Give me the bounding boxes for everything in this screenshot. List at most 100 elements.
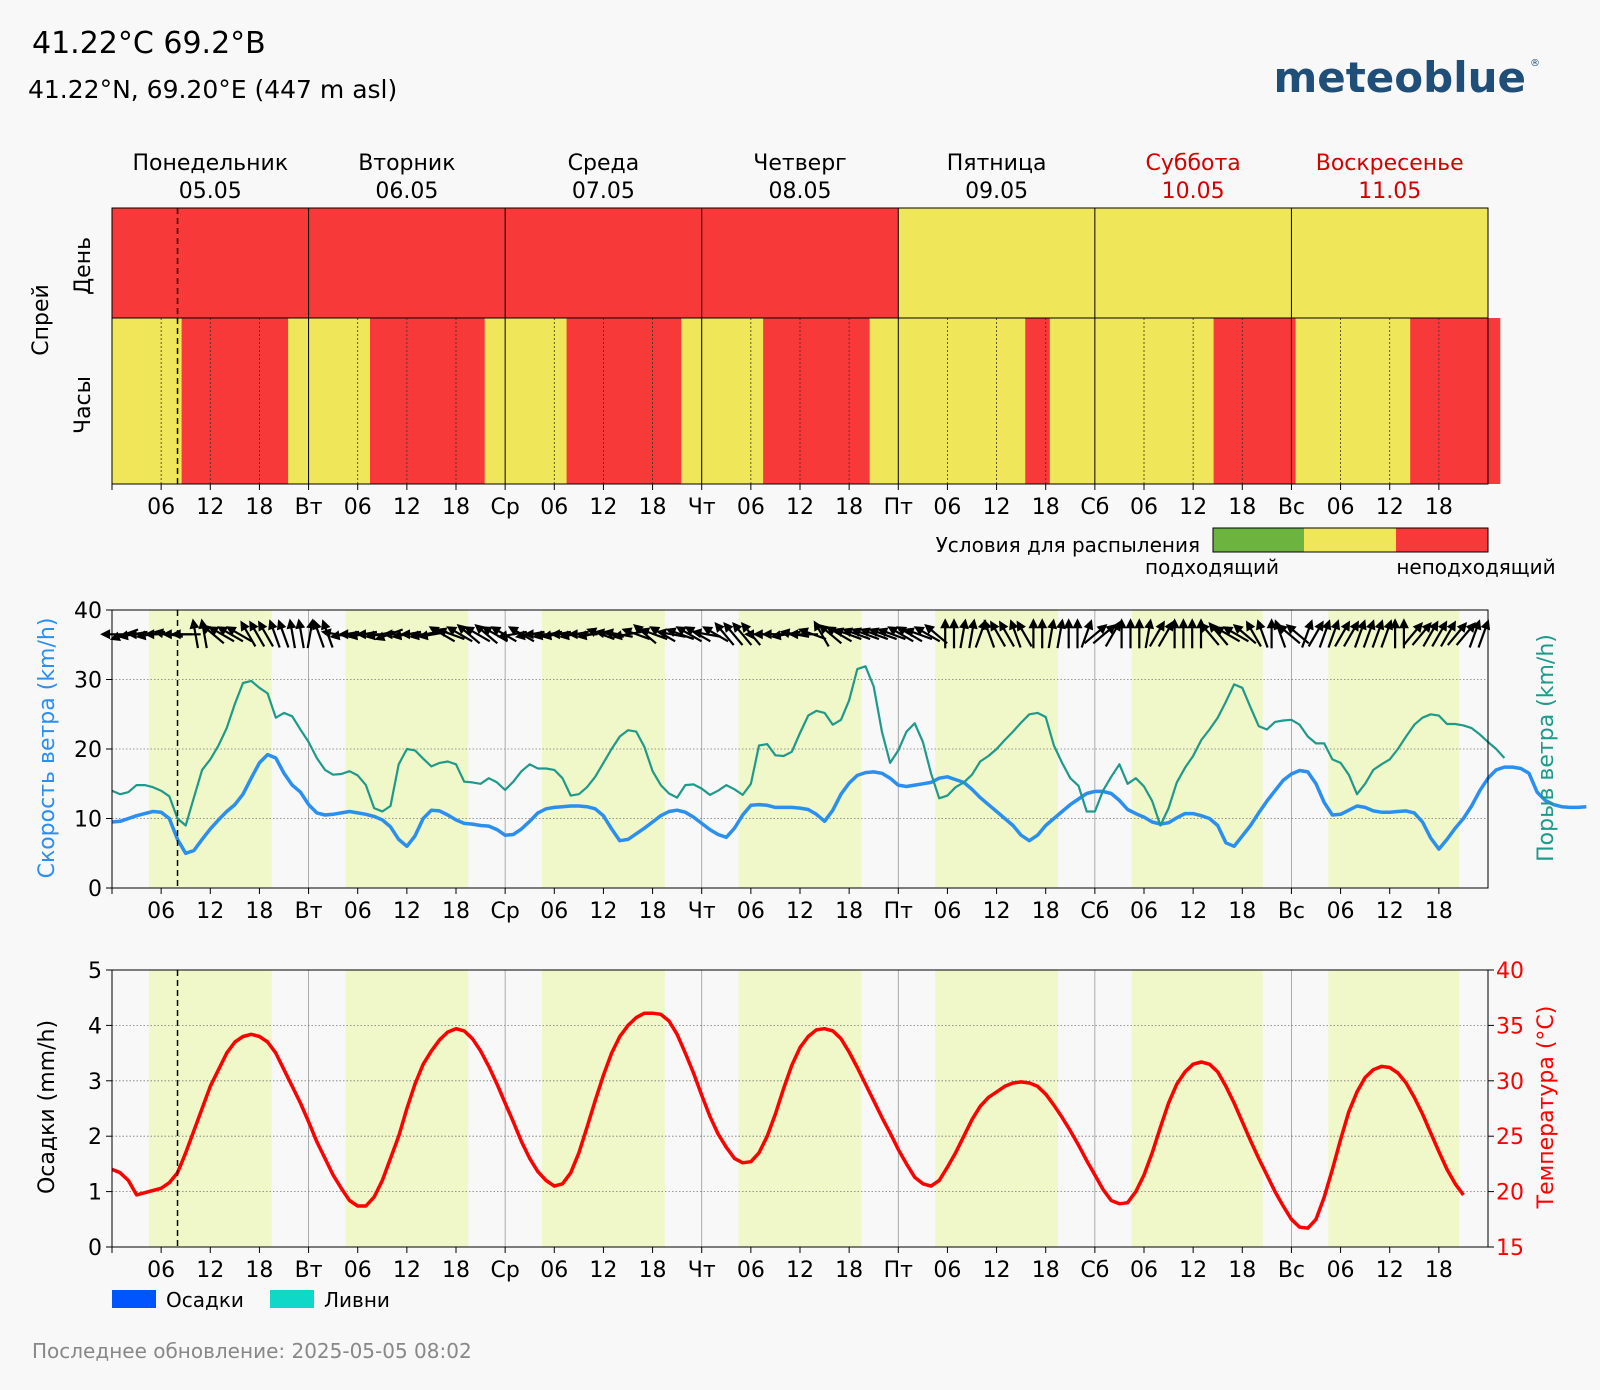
day-name-label: Понедельник [132,151,288,176]
day-name-label: Воскресенье [1316,151,1464,176]
wind-arrow-head [1374,619,1385,631]
wind-direction-arrow [1063,618,1074,649]
wind-gust-line [111,665,1506,827]
temp-x-tick-label: 06 [1327,1258,1355,1283]
spray-x-tick-label: 18 [245,495,273,520]
wind-arrow-head [1349,620,1359,632]
wind-arrow-head [684,626,696,636]
wind-direction-arrow [1446,622,1468,646]
wind-arrow-head [1456,622,1468,633]
wind-direction-arrow [1455,622,1476,646]
wind-x-tick-label: Сб [1080,899,1109,924]
wind-x-tick-label: 18 [639,899,667,924]
wind-direction-arrow [1222,626,1249,643]
wind-arrow-head [532,630,544,641]
wind-arrow-head [675,626,687,636]
wind-direction-arrow [1422,620,1439,647]
wind-x-tick-label: 18 [442,899,470,924]
wind-arrow-head [382,629,393,640]
wind-direction-arrow [436,627,465,641]
temperature-y-tick-label: 30 [1496,1070,1524,1095]
wind-arrow-head [1357,619,1367,631]
wind-arrow-head [100,629,111,640]
temp-daylight-band [148,970,272,1247]
wind-arrow-head [507,626,520,636]
spray-x-tick-label: Вс [1278,495,1305,520]
wind-arrow-shaft [441,629,465,641]
wind-arrow-shaft [1202,625,1220,646]
wind-direction-arrow [1199,622,1220,646]
wind-arrow-head [364,630,376,641]
wind-arrow-head [1398,618,1409,629]
wind-arrow-head [391,630,403,641]
wind-direction-arrow [1256,619,1269,648]
day-date-label: 10.05 [1162,179,1225,204]
wind-arrow-head [913,626,925,636]
wind-direction-arrow [665,627,695,641]
wind-arrow-head [633,624,644,635]
temp-x-tick-label: 06 [540,1258,568,1283]
wind-direction-arrow [621,627,651,641]
wind-x-tick-label: Пт [884,899,914,924]
wind-arrow-head [1232,624,1244,635]
wind-arrow-head [702,626,714,636]
wind-arrow-head [400,629,410,640]
wind-arrow-head [240,620,250,632]
wind-arrow-head [1155,620,1165,632]
wind-direction-arrow [732,622,753,646]
precip-legend: Осадки Ливни [112,1288,390,1312]
spray-day-cell [505,208,702,318]
wind-arrow-head [967,618,978,630]
legend-precip-label: Осадки [166,1288,244,1312]
temperature-ylabel: Температура (°C) [1534,1006,1559,1210]
spray-x-tick-label: 18 [442,495,470,520]
wind-arrow-head [481,626,493,636]
wind-direction-arrow [913,626,941,643]
wind-arrow-head [1285,624,1297,635]
temp-x-tick-label: 12 [786,1258,814,1283]
wind-arrow-head [1111,620,1121,632]
legend-precip-swatch [112,1290,156,1308]
legend-moderate-swatch [1304,528,1396,552]
location-subtitle: 41.22°N, 69.20°E (447 m asl) [28,75,397,104]
wind-x-tick-label: 12 [1376,899,1404,924]
wind-arrow-head [355,629,366,640]
precip-y-tick-label: 1 [88,1181,102,1206]
wind-arrow-shaft [1446,625,1465,646]
wind-arrow-head [825,626,837,636]
wind-arrow-head [1304,619,1314,631]
spray-x-tick-label: Ср [490,495,519,520]
temp-x-tick-label: Чт [688,1258,716,1283]
spray-hours-unsuitable-block [566,318,682,484]
wind-direction-arrow [1157,620,1174,647]
spray-hours-unsuitable-block [1025,318,1050,484]
wind-x-tick-label: 12 [983,899,1011,924]
wind-direction-arrow [723,622,744,646]
wind-arrow-head [463,626,476,636]
wind-arrow-head [1072,618,1083,629]
wind-arrow-head [144,629,155,640]
wind-x-tick-label: Чт [688,899,716,924]
temp-x-tick-label: 06 [344,1258,372,1283]
precip-ylabel: Осадки (mm/h) [35,1020,60,1194]
wind-arrow-head [1340,620,1351,632]
wind-arrow-head [1365,619,1376,631]
wind-arrow-head [153,628,164,639]
wind-arrow-head [887,626,899,636]
wind-arrow-head [189,618,200,630]
wind-arrow-head [1164,620,1174,632]
precip-y-tick-label: 3 [88,1070,102,1095]
wind-direction-arrow [463,626,491,643]
wind-arrow-head [611,630,623,641]
wind-arrow-head [1429,620,1439,632]
wind-arrow-head [896,626,908,636]
wind-arrow-head [761,629,772,640]
wind-direction-arrow [481,626,509,643]
legend-unsuitable-label: неподходящий [1396,555,1555,579]
wind-arrow-head [497,630,508,641]
wind-direction-arrow [1213,626,1241,643]
wind-arrow-head [208,626,220,636]
wind-arrow-head [286,618,297,630]
